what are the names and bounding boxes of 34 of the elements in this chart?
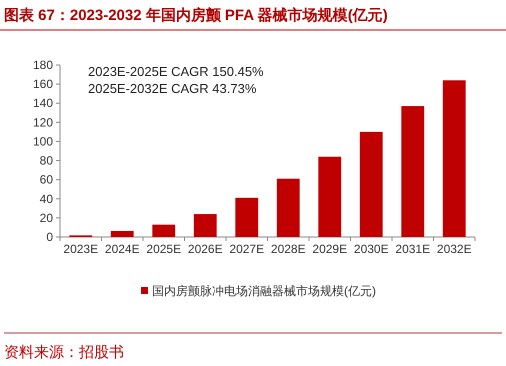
x-tick-label: 2025E <box>146 242 182 256</box>
x-tick-label: 2026E <box>188 242 223 256</box>
y-tick-label: 20 <box>40 210 54 225</box>
annotation: 2025E-2032E CAGR 43.73% <box>88 81 257 96</box>
y-tick-label: 100 <box>32 134 54 148</box>
y-tick-label: 140 <box>32 96 54 110</box>
y-tick-label: 80 <box>40 154 54 168</box>
chart-title: 图表 67：2023-2032 年国内房颤 PFA 器械市场规模(亿元) <box>4 6 388 24</box>
bar <box>401 106 424 237</box>
y-tick-label: 180 <box>32 58 54 72</box>
annotation: 2023E-2025E CAGR 150.45% <box>88 64 264 79</box>
y-tick-label: 0 <box>46 230 54 244</box>
y-tick-label: 40 <box>40 192 54 206</box>
bar <box>152 224 176 237</box>
bar <box>276 178 300 237</box>
bar <box>442 80 466 237</box>
text: 资料来源：招股书 <box>4 343 124 361</box>
y-tick-label: 160 <box>32 77 54 92</box>
x-tick-label: 2029E <box>312 242 348 256</box>
y-tick-label: 120 <box>32 115 54 130</box>
legend-label: 国内房颤脉冲电场消融器械市场规模(亿元) <box>152 284 376 298</box>
x-tick-label: 2024E <box>104 242 140 256</box>
y-tick-label: 60 <box>40 172 54 187</box>
x-tick-label: 2031E <box>395 242 430 256</box>
bar <box>194 214 217 237</box>
x-tick-label: 2027E <box>229 242 264 256</box>
bar <box>235 198 258 237</box>
x-tick-label: 2032E <box>436 242 472 256</box>
bar <box>110 230 134 237</box>
x-tick-label: 2030E <box>354 242 389 256</box>
bar <box>318 156 342 237</box>
x-tick-label: 2023E <box>63 242 98 256</box>
x-tick-label: 2028E <box>270 242 306 256</box>
bar <box>360 132 383 237</box>
